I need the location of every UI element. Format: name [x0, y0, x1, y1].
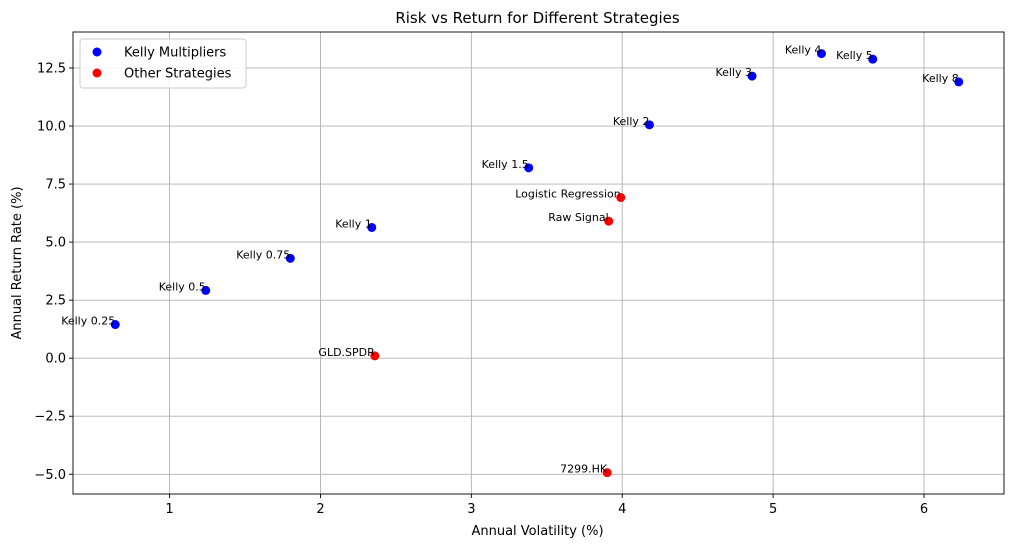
y-tick-label: 10.0 [37, 120, 66, 135]
y-tick-label: 7.5 [45, 178, 66, 193]
legend-entry: Kelly Multipliers [124, 46, 227, 61]
data-point [616, 193, 626, 203]
point-label: Kelly 3 [715, 66, 752, 79]
data-point [954, 77, 964, 87]
x-tick-label: 6 [920, 502, 928, 517]
x-tick-label: 2 [316, 502, 324, 517]
x-tick-label: 1 [165, 502, 173, 517]
point-labels: Kelly 0.25 Kelly 0.5 Kelly 0.75 Kelly 1 Kell… [61, 44, 959, 476]
y-tick-label: 5.0 [45, 236, 66, 251]
legend-entry: Other Strategies [124, 67, 232, 82]
y-tick-label: 2.5 [45, 294, 66, 309]
y-tick-label: −2.5 [34, 410, 66, 425]
data-point [816, 49, 826, 59]
point-label: Kelly 0.75 [236, 248, 290, 261]
data-point [201, 285, 211, 295]
point-label: Kelly 1.5 [482, 158, 529, 171]
y-axis-label: Annual Return Rate (%) [10, 186, 25, 339]
point-label: Kelly 1 [335, 217, 372, 230]
y-tick-label: 12.5 [37, 61, 66, 76]
point-label: GLD.SPDR [318, 346, 375, 359]
data-point [747, 71, 757, 81]
point-label: Logistic Regression [515, 188, 621, 201]
point-label: Kelly 0.25 [61, 315, 115, 328]
x-tick-label: 3 [467, 502, 475, 517]
point-label: Kelly 8 [922, 72, 959, 85]
point-label: 7299.HK [560, 463, 608, 476]
chart-title: Risk vs Return for Different Strategies [395, 9, 680, 27]
y-tick-label: −5.0 [34, 468, 66, 483]
data-point [285, 253, 295, 263]
point-label: Kelly 5 [836, 49, 873, 62]
point-label: Kelly 0.5 [159, 280, 206, 293]
data-point [110, 320, 120, 330]
data-points [110, 49, 964, 478]
data-point [367, 222, 377, 232]
plot-frame [72, 31, 1005, 495]
point-label: Kelly 2 [613, 115, 650, 128]
x-tick-label: 5 [769, 502, 777, 517]
data-point [370, 351, 380, 361]
legend-marker [92, 68, 102, 78]
point-label: Kelly 4 [785, 44, 822, 57]
y-tick-label: 0.0 [45, 352, 66, 367]
legend-frame [79, 38, 247, 89]
point-label: Raw Signal [548, 211, 608, 224]
axis-ticks: 1 2 3 4 5 6 −5.0 −2.5 0.0 2.5 5.0 7.5 10.0 12.5 [34, 61, 928, 517]
legend: Kelly Multipliers Other Strategies [79, 38, 247, 89]
data-point [602, 468, 612, 478]
x-tick-label: 4 [618, 502, 626, 517]
data-point [868, 54, 878, 64]
grid [73, 32, 1004, 494]
x-axis-label: Annual Volatility (%) [471, 524, 603, 539]
data-point [644, 120, 654, 130]
legend-marker [92, 47, 102, 57]
data-point [604, 216, 614, 226]
data-point [524, 163, 534, 173]
